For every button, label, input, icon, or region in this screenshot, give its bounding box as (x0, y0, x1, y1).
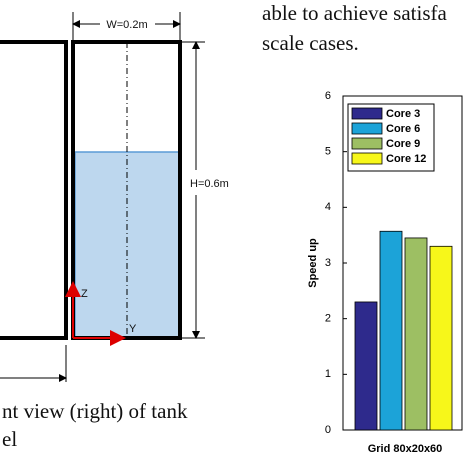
y-tick-label: 1 (325, 368, 331, 380)
height-label: H=0.6m (190, 178, 229, 190)
y-tick-label: 4 (325, 201, 331, 213)
width-label: W=0.2m (106, 19, 147, 31)
legend-swatch (351, 137, 383, 150)
y-tick-label: 6 (325, 90, 331, 102)
legend-label: Core 6 (386, 123, 420, 135)
y-label: Y (129, 323, 137, 335)
water (74, 151, 180, 339)
x-tick-label: Grid 80x20x60 (368, 443, 443, 455)
bar (429, 245, 453, 431)
y-axis-label: Speed up (307, 238, 319, 288)
legend-label: Core 12 (386, 153, 426, 165)
y-tick-label: 5 (325, 146, 331, 158)
caption-line: nt view (right) of tank (2, 399, 188, 423)
chart: 0 1 2 3 4 5 6 Speed up Grid 80x20x60 Core 3 Core 6… (307, 90, 463, 455)
bar (404, 237, 428, 431)
legend-label: Core 3 (386, 108, 420, 120)
legend-swatch (351, 152, 383, 165)
body-line: scale cases. (262, 31, 359, 55)
tank-diagram: W=0.2m H=0.6m Z Y (0, 12, 229, 382)
y-tick-label: 0 (325, 424, 331, 436)
left-tank (0, 40, 68, 340)
legend-swatch (351, 107, 383, 120)
y-tick-label: 3 (325, 257, 331, 269)
body-line: able to achieve satisfa (262, 1, 448, 25)
legend-label: Core 9 (386, 138, 420, 150)
legend-swatch (351, 122, 383, 135)
z-label: Z (81, 288, 88, 300)
bar (379, 230, 403, 431)
y-tick-label: 2 (325, 313, 331, 325)
caption-line: el (2, 427, 17, 451)
bar (354, 301, 378, 431)
